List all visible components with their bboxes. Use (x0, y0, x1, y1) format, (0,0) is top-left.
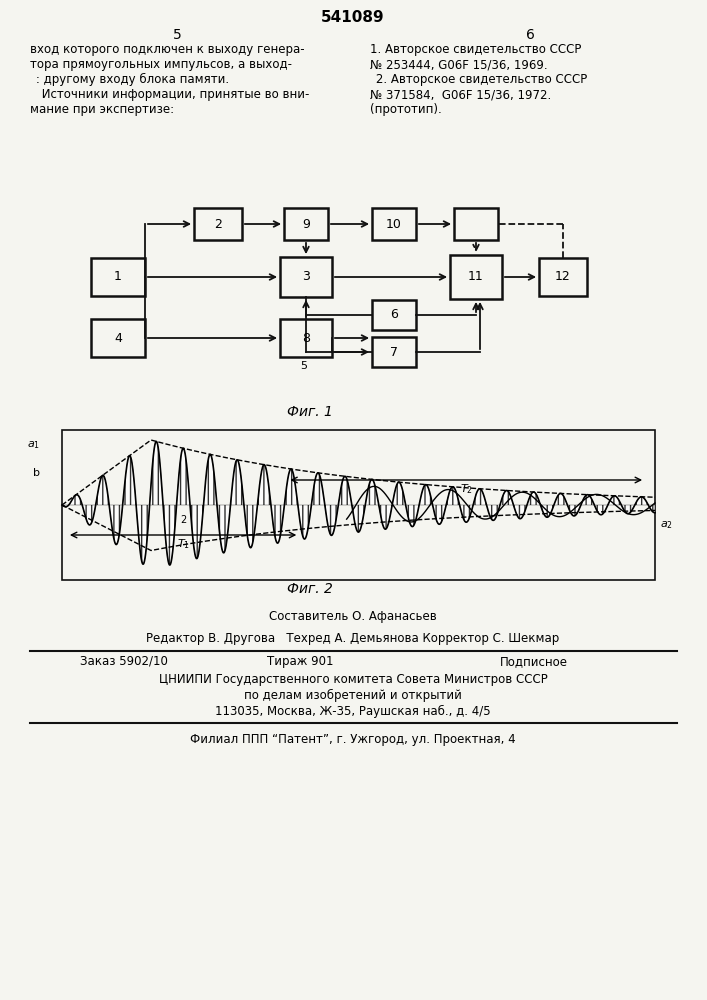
Text: 5: 5 (173, 28, 182, 42)
Text: $a_1$: $a_1$ (27, 439, 40, 451)
Text: 12: 12 (555, 270, 571, 284)
Text: $T_1$: $T_1$ (177, 537, 189, 551)
Bar (450, 255, 502, 299)
Text: Редактор В. Другова   Техред А. Демьянова Корректор С. Шекмар: Редактор В. Другова Техред А. Демьянова … (146, 632, 560, 645)
Text: 11: 11 (468, 270, 484, 284)
Text: 2: 2 (214, 218, 222, 231)
Text: Фиг. 2: Фиг. 2 (287, 582, 333, 596)
Text: 1: 1 (114, 270, 122, 284)
Bar (194, 208, 242, 240)
Text: по делам изобретений и открытий: по делам изобретений и открытий (244, 689, 462, 702)
Text: $a_2$: $a_2$ (660, 519, 673, 531)
Text: 5: 5 (300, 361, 308, 371)
Text: 541089: 541089 (321, 10, 385, 25)
Bar (372, 300, 416, 330)
Text: 6: 6 (390, 308, 398, 322)
Text: Подписное: Подписное (500, 655, 568, 668)
Text: 3: 3 (302, 270, 310, 284)
Text: b: b (33, 468, 40, 478)
Bar (280, 257, 332, 297)
Text: 1. Авторское свидетельство СССР
№ 253444, G06F 15/36, 1969.
 2. Авторское свидет: 1. Авторское свидетельство СССР № 253444… (370, 43, 588, 116)
Text: Составитель О. Афанасьев: Составитель О. Афанасьев (269, 610, 437, 623)
Bar (372, 337, 416, 367)
Text: 2: 2 (180, 515, 186, 525)
Bar (454, 208, 498, 240)
Text: вход которого подключен к выходу генера-
тора прямоугольных импульсов, а выход-
: вход которого подключен к выходу генера-… (30, 43, 310, 116)
Text: 6: 6 (525, 28, 534, 42)
Text: 4: 4 (114, 332, 122, 344)
Text: $T_2$: $T_2$ (460, 482, 473, 496)
Bar (280, 319, 332, 357)
Bar (62, 430, 655, 580)
Bar (91, 319, 145, 357)
Text: Филиал ППП “Патент”, г. Ужгород, ул. Проектная, 4: Филиал ППП “Патент”, г. Ужгород, ул. Про… (190, 733, 516, 746)
Text: Тираж 901: Тираж 901 (267, 655, 333, 668)
Text: 10: 10 (386, 218, 402, 231)
Text: Фиг. 1: Фиг. 1 (287, 405, 333, 419)
Text: 9: 9 (302, 218, 310, 231)
Text: 8: 8 (302, 332, 310, 344)
Text: Заказ 5902/10: Заказ 5902/10 (80, 655, 168, 668)
Text: ЦНИИПИ Государственного комитета Совета Министров СССР: ЦНИИПИ Государственного комитета Совета … (158, 673, 547, 686)
Bar (539, 258, 587, 296)
Bar (372, 208, 416, 240)
Text: 113035, Москва, Ж-35, Раушская наб., д. 4/5: 113035, Москва, Ж-35, Раушская наб., д. … (215, 705, 491, 718)
Bar (91, 258, 145, 296)
Bar (284, 208, 328, 240)
Text: 7: 7 (390, 346, 398, 359)
